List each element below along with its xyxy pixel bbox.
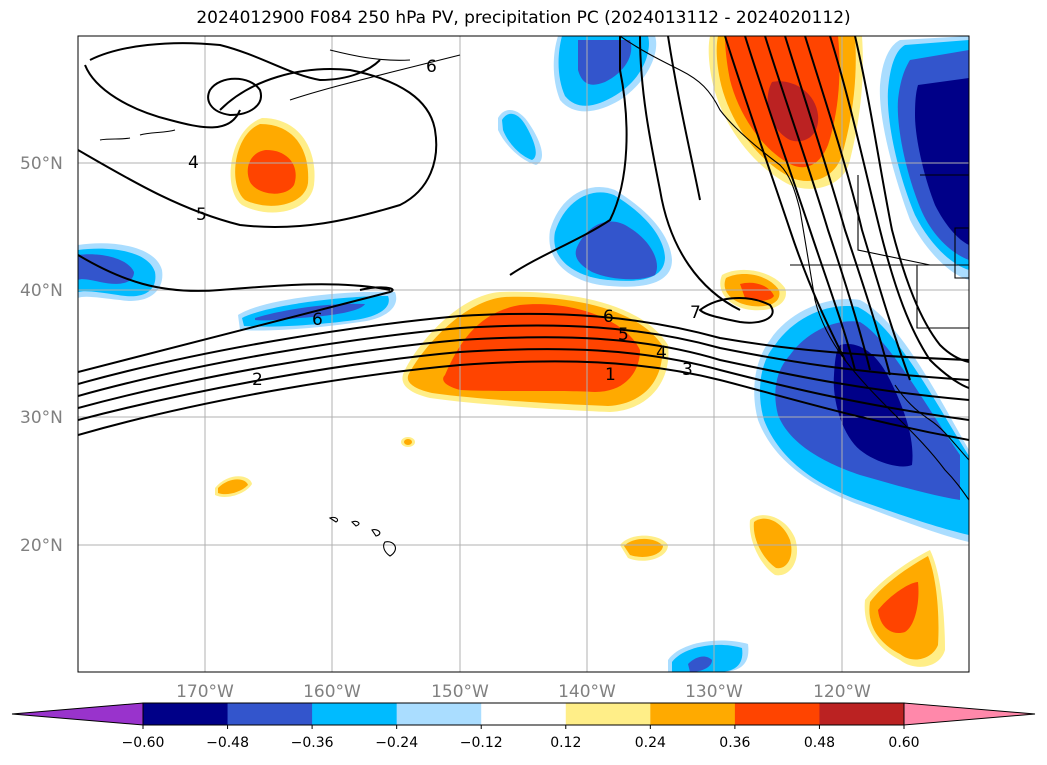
map-border (77, 35, 970, 673)
colorbar-tick-label: −0.60 (122, 735, 165, 751)
contour-label-2: 2 (252, 370, 263, 390)
precip-anomaly-negative-bottom (668, 640, 749, 672)
contour-label-1: 1 (605, 365, 616, 385)
contour-label-4b: 4 (188, 153, 199, 173)
latitude-labels: 50°N 40°N 30°N 20°N (20, 154, 63, 556)
contour-label-7: 7 (690, 303, 701, 323)
colorbar-segment (227, 703, 313, 725)
colorbar-segment (312, 703, 398, 725)
colorbar-tick-label: 0.60 (888, 735, 919, 751)
pv-contours (78, 36, 969, 441)
colorbar-tick-label: −0.24 (375, 735, 418, 751)
colorbar-tick-label: 0.48 (804, 735, 835, 751)
lon-label: 120°W (813, 682, 871, 702)
lon-label: 170°W (176, 682, 234, 702)
colorbar-segment (481, 703, 567, 725)
colorbar-segment (819, 703, 905, 725)
lat-label: 40°N (20, 281, 63, 301)
precip-anomaly-negative-45n (549, 186, 672, 287)
contour-label-5: 5 (618, 325, 629, 345)
precip-anomaly-negative-gulf (553, 36, 657, 112)
colorbar-segment (650, 703, 736, 725)
pv-contour-labels: 2 6 1 3 4 5 6 7 4 5 6 (188, 57, 701, 390)
precip-anomaly-positive-ne (708, 36, 863, 189)
contour-label-6c: 6 (426, 57, 437, 77)
colorbar: −0.60 −0.48 −0.36 −0.24 −0.12 0.12 0.24 0.36 0.4… (11, 702, 1036, 751)
lon-label: 130°W (685, 682, 743, 702)
precip-anomaly-positive-nw (230, 118, 315, 213)
colorbar-tick-label: −0.36 (291, 735, 334, 751)
colorbar-segment (396, 703, 482, 725)
lat-label: 20°N (20, 536, 63, 556)
colorbar-tick-label: 0.36 (719, 735, 750, 751)
colorbar-tick-label: 0.24 (635, 735, 666, 751)
precip-anomaly-negative-small (498, 109, 543, 165)
lat-label: 30°N (20, 408, 63, 428)
graticule (78, 36, 969, 672)
contour-label-3: 3 (682, 360, 693, 380)
colorbar-segment (565, 703, 651, 725)
colorbar-tick-label: −0.12 (460, 735, 503, 751)
colorbar-tick-label: −0.48 (206, 735, 249, 751)
precip-anomaly-positive-central (402, 291, 669, 412)
colorbar-extend-low (11, 702, 144, 726)
map-title: 2024012900 F084 250 hPa PV, precipitatio… (196, 8, 851, 28)
colorbar-tick-label: 0.12 (550, 735, 581, 751)
colorbar-segment (734, 703, 820, 725)
colorbar-border (142, 702, 905, 726)
colorbar-extend-high (903, 702, 1036, 726)
lat-label: 50°N (20, 154, 63, 174)
contour-label-6b: 6 (603, 307, 614, 327)
map-area: 2 6 1 3 4 5 6 7 4 5 6 (78, 36, 969, 672)
contour-label-5b: 5 (196, 205, 207, 225)
lon-label: 150°W (431, 682, 489, 702)
precip-anomaly-negative-ne (879, 36, 969, 280)
precip-anomaly-positive-small-patches (215, 437, 945, 667)
lon-label: 160°W (303, 682, 361, 702)
contour-label-4: 4 (656, 343, 667, 363)
contour-label-6: 6 (312, 310, 323, 330)
lon-label: 140°W (558, 682, 616, 702)
longitude-labels: 170°W 160°W 150°W 140°W 130°W 120°W (176, 682, 871, 702)
colorbar-segment (143, 703, 229, 725)
